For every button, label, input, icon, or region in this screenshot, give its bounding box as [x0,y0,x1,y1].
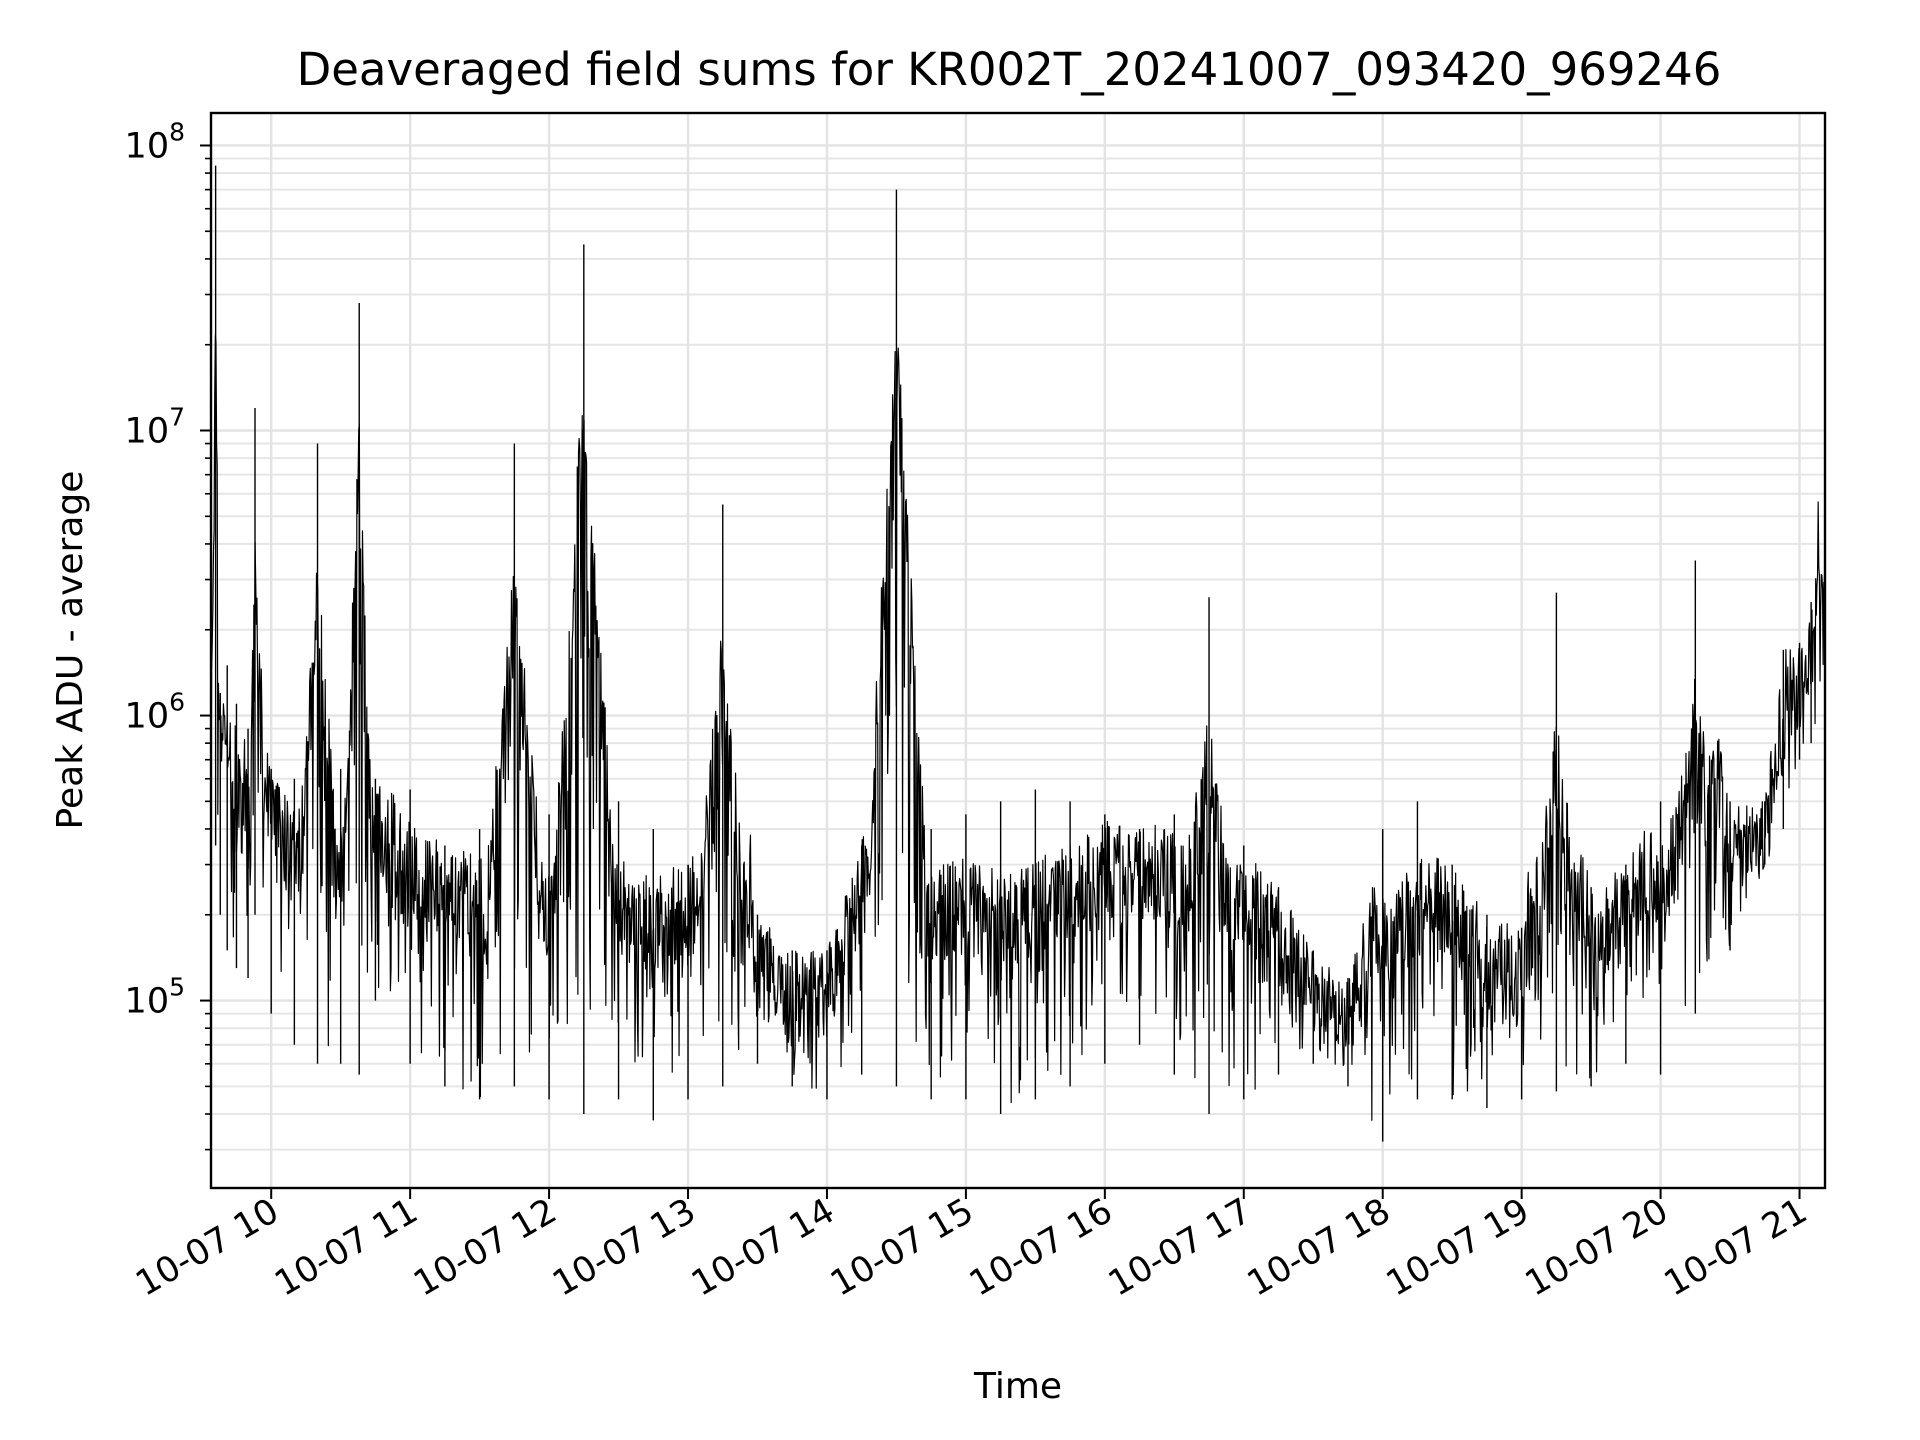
x-axis-label: Time [973,1366,1062,1407]
x-tick-label: 10-07 15 [824,1191,980,1304]
x-tick-label: 10-07 11 [268,1191,424,1304]
plot-frame [209,111,1827,1190]
x-tick-label: 10-07 12 [407,1191,563,1304]
y-tick-label: 106 [125,688,185,737]
data-layer [210,165,1826,1142]
y-tick-label: 105 [125,973,185,1022]
x-tick-label: 10-07 18 [1241,1191,1397,1304]
y-axis-label: Peak ADU - average [50,471,91,830]
x-tick-label: 10-07 10 [129,1191,285,1304]
x-tick-label: 10-07 17 [1102,1191,1258,1304]
x-tick-label: 10-07 14 [685,1191,841,1304]
grid-lines [211,113,1825,1188]
y-tick-label: 108 [125,117,185,166]
y-axis: 105 106 107 108 [125,117,211,1151]
x-tick-label: 10-07 13 [546,1191,702,1304]
x-tick-label: 10-07 21 [1658,1191,1814,1304]
x-tick-label: 10-07 20 [1519,1191,1675,1304]
x-tick-label: 10-07 19 [1380,1191,1536,1304]
chart-title: Deaveraged field sums for KR002T_2024100… [297,43,1722,96]
y-tick-label: 107 [125,403,185,452]
x-tick-label: 10-07 16 [963,1191,1119,1304]
